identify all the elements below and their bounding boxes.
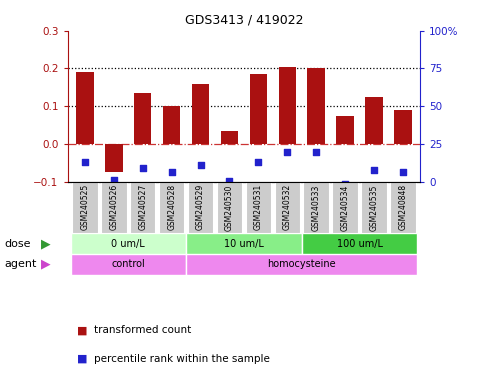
- Text: GSM240534: GSM240534: [341, 184, 350, 230]
- Bar: [246, 182, 271, 233]
- Text: GDS3413 / 419022: GDS3413 / 419022: [185, 13, 303, 26]
- Bar: [332, 182, 358, 233]
- Text: homocysteine: homocysteine: [268, 259, 336, 269]
- Bar: [186, 233, 302, 254]
- Text: GSM240531: GSM240531: [254, 184, 263, 230]
- Point: [110, 177, 118, 183]
- Bar: [159, 182, 185, 233]
- Text: GSM240848: GSM240848: [398, 184, 407, 230]
- Bar: [302, 233, 417, 254]
- Bar: [365, 97, 383, 144]
- Bar: [217, 182, 242, 233]
- Point: [370, 167, 378, 173]
- Text: GSM240525: GSM240525: [81, 184, 89, 230]
- Text: ■: ■: [77, 354, 88, 364]
- Text: ▶: ▶: [41, 258, 51, 271]
- Text: agent: agent: [5, 259, 37, 269]
- Bar: [336, 116, 354, 144]
- Text: ▶: ▶: [41, 237, 51, 250]
- Text: 100 um/L: 100 um/L: [337, 238, 383, 248]
- Text: GSM240526: GSM240526: [109, 184, 118, 230]
- Bar: [279, 66, 296, 144]
- Point: [399, 169, 407, 175]
- Text: GSM240535: GSM240535: [369, 184, 379, 230]
- Bar: [390, 182, 415, 233]
- Point: [341, 180, 349, 187]
- Bar: [221, 131, 238, 144]
- Bar: [361, 182, 387, 233]
- Bar: [130, 182, 156, 233]
- Text: ■: ■: [77, 325, 88, 335]
- Bar: [71, 233, 186, 254]
- Bar: [303, 182, 329, 233]
- Text: 0 um/L: 0 um/L: [112, 238, 145, 248]
- Text: GSM240529: GSM240529: [196, 184, 205, 230]
- Bar: [101, 182, 127, 233]
- Bar: [71, 254, 186, 275]
- Text: percentile rank within the sample: percentile rank within the sample: [94, 354, 270, 364]
- Bar: [188, 182, 213, 233]
- Bar: [72, 182, 98, 233]
- Text: control: control: [112, 259, 145, 269]
- Text: dose: dose: [5, 238, 31, 248]
- Bar: [394, 110, 412, 144]
- Text: GSM240532: GSM240532: [283, 184, 292, 230]
- Bar: [308, 68, 325, 144]
- Text: GSM240533: GSM240533: [312, 184, 321, 230]
- Text: 10 um/L: 10 um/L: [224, 238, 264, 248]
- Point: [139, 165, 147, 171]
- Text: GSM240530: GSM240530: [225, 184, 234, 230]
- Point: [313, 149, 320, 155]
- Point: [284, 149, 291, 155]
- Text: GSM240527: GSM240527: [138, 184, 147, 230]
- Bar: [186, 254, 417, 275]
- Point: [226, 178, 233, 184]
- Point: [81, 159, 89, 165]
- Bar: [76, 72, 94, 144]
- Bar: [192, 84, 209, 144]
- Bar: [134, 93, 152, 144]
- Point: [168, 169, 175, 175]
- Text: transformed count: transformed count: [94, 325, 191, 335]
- Point: [197, 162, 204, 168]
- Bar: [105, 144, 123, 172]
- Bar: [250, 74, 267, 144]
- Point: [255, 159, 262, 165]
- Text: GSM240528: GSM240528: [167, 184, 176, 230]
- Bar: [274, 182, 300, 233]
- Bar: [163, 106, 180, 144]
